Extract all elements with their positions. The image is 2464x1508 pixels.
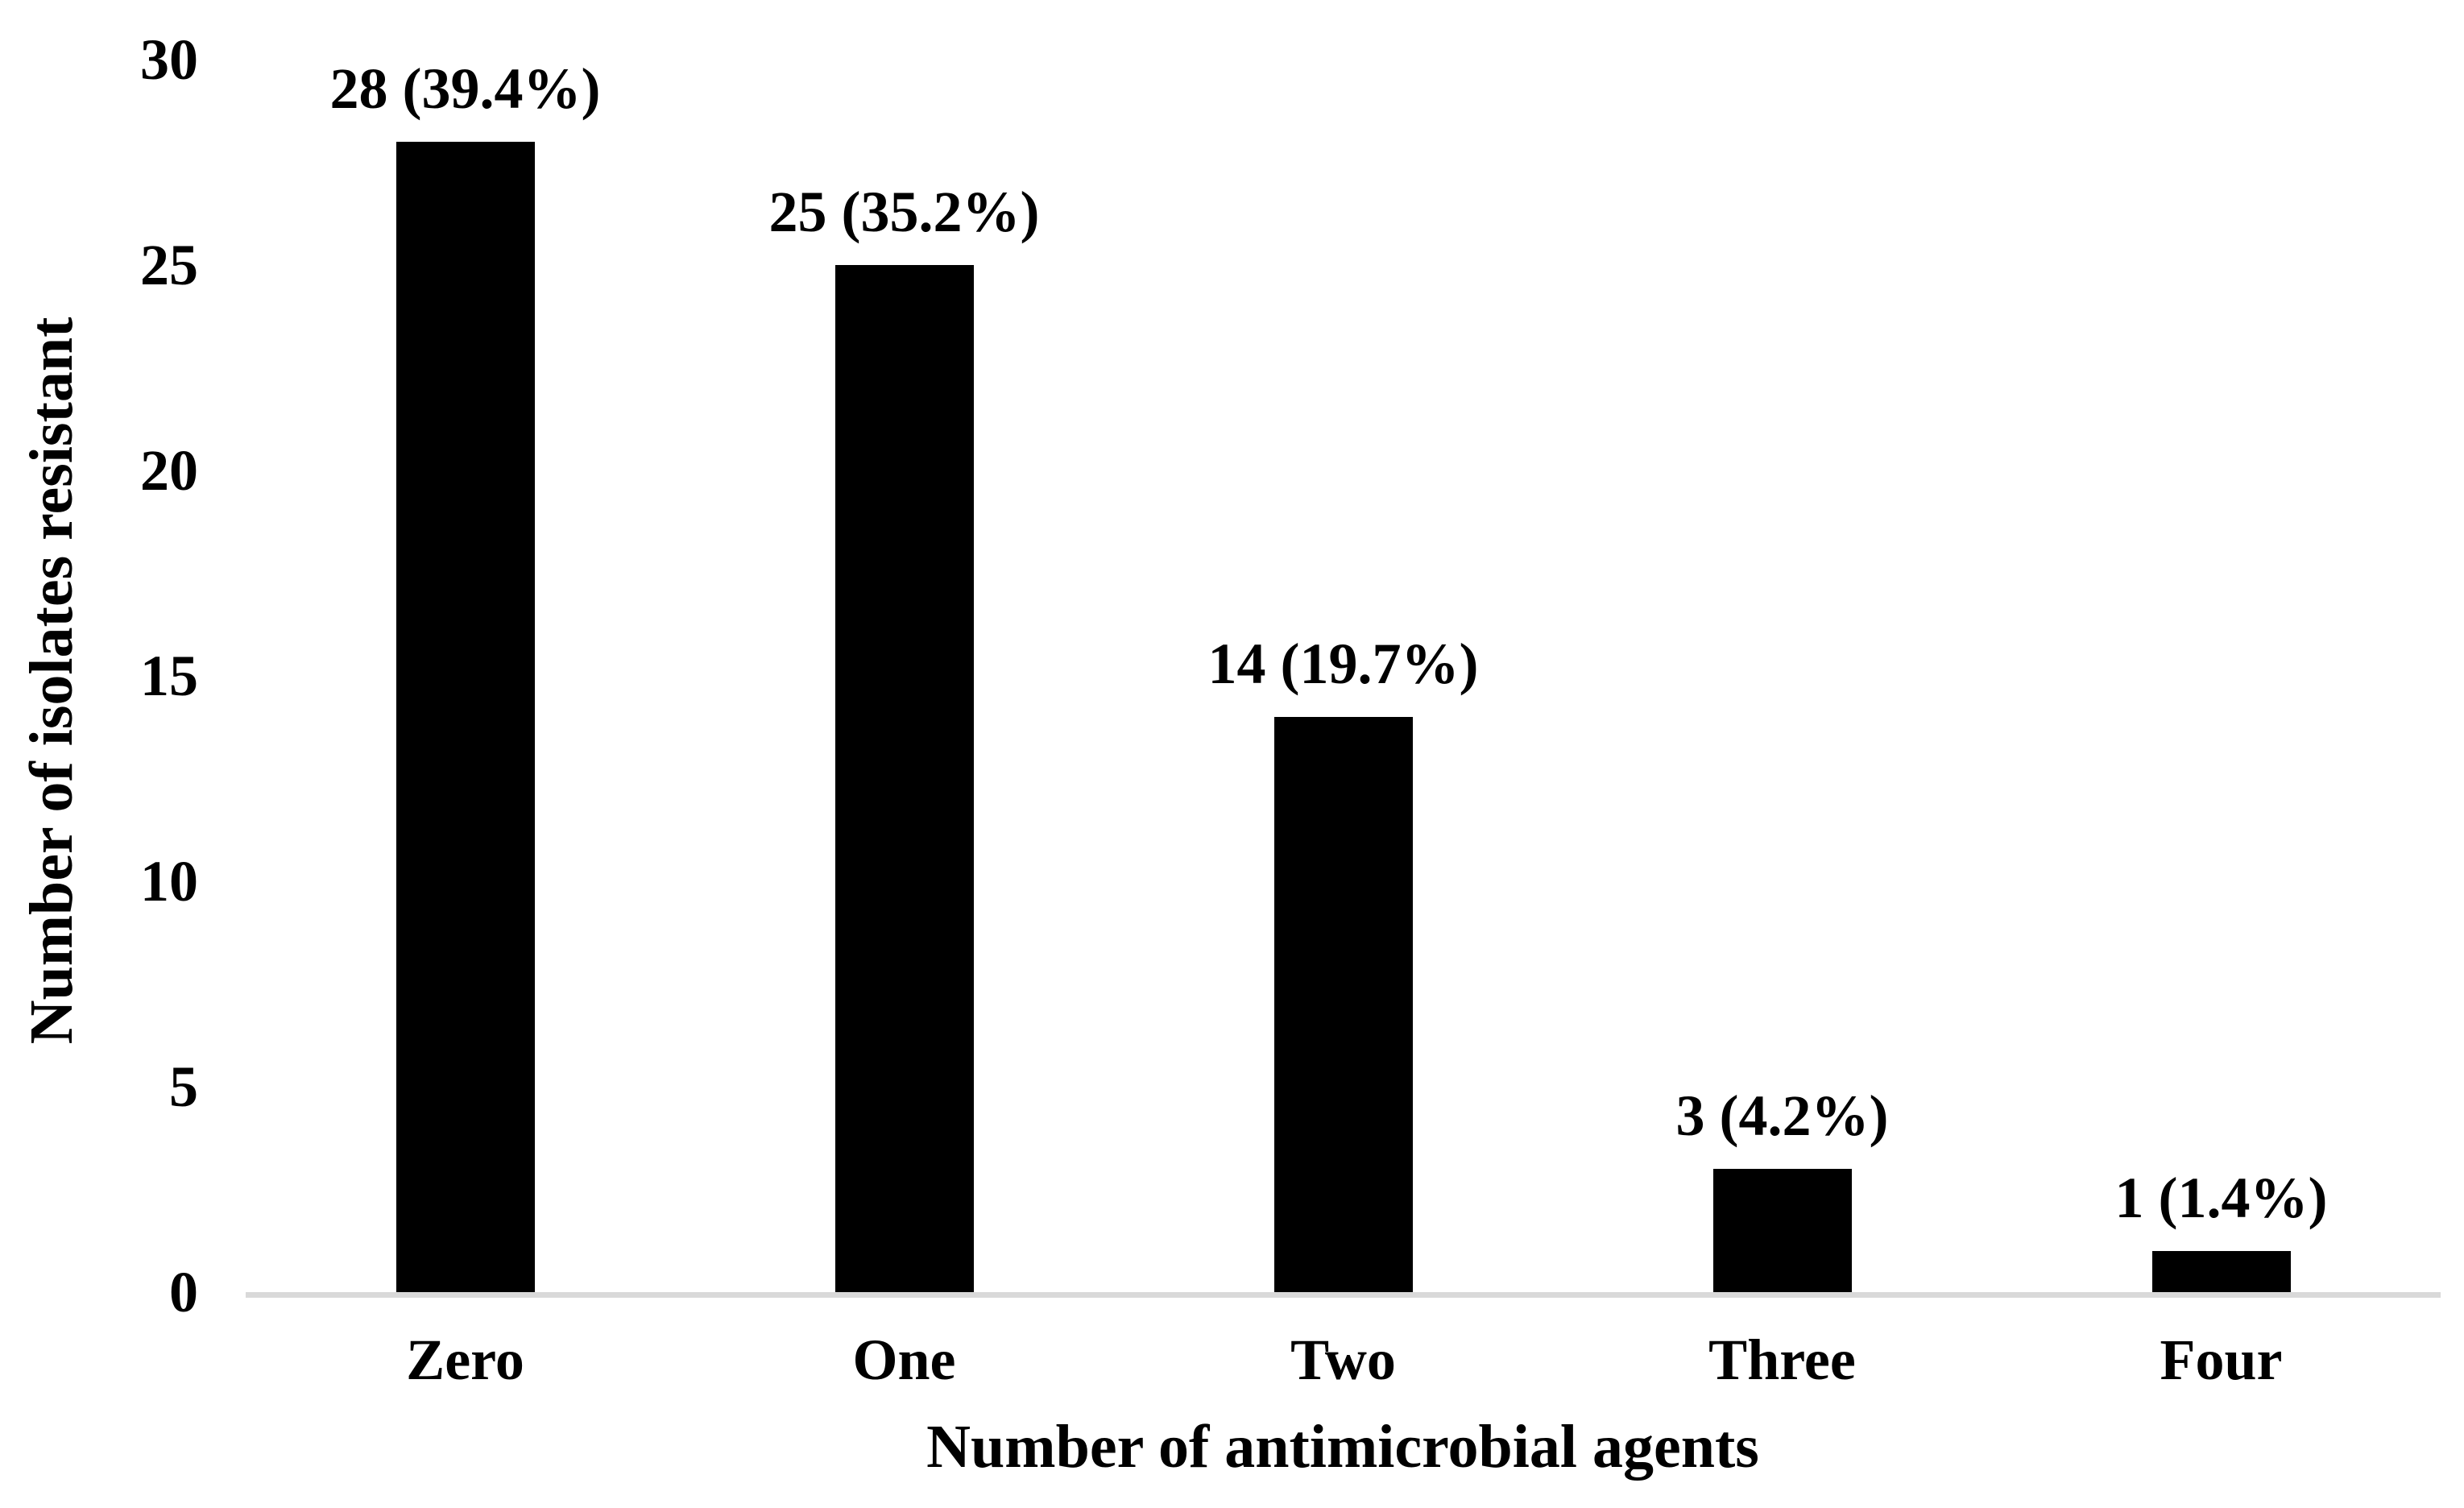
y-tick-label-10: 10 [140,849,198,914]
category-label-one: One [852,1328,956,1392]
data-label-three: 3 (4.2%) [1675,1083,1889,1148]
category-label-two: Two [1290,1328,1396,1392]
data-label-two: 14 (19.7%) [1207,632,1479,696]
bar-zero [395,142,535,1292]
data-label-zero: 28 (39.4%) [329,56,601,121]
bar-two [1273,717,1413,1292]
bar-three [1712,1169,1852,1292]
y-tick-label-20: 20 [140,438,198,503]
y-tick-label-15: 15 [140,644,198,708]
x-axis-title: Number of antimicrobial agents [926,1413,1759,1481]
category-label-four: Four [2160,1328,2283,1392]
bar-four [2151,1251,2291,1292]
y-tick-label-30: 30 [140,27,198,92]
category-label-zero: Zero [406,1328,524,1392]
data-label-one: 25 (35.2%) [768,180,1040,244]
category-label-three: Three [1708,1328,1856,1392]
y-tick-label-0: 0 [169,1260,198,1324]
data-label-four: 1 (1.4%) [2114,1166,2328,1230]
x-axis-line [246,1292,2441,1298]
y-tick-label-5: 5 [169,1054,198,1119]
y-tick-label-25: 25 [140,233,198,297]
bar-one [834,265,974,1292]
